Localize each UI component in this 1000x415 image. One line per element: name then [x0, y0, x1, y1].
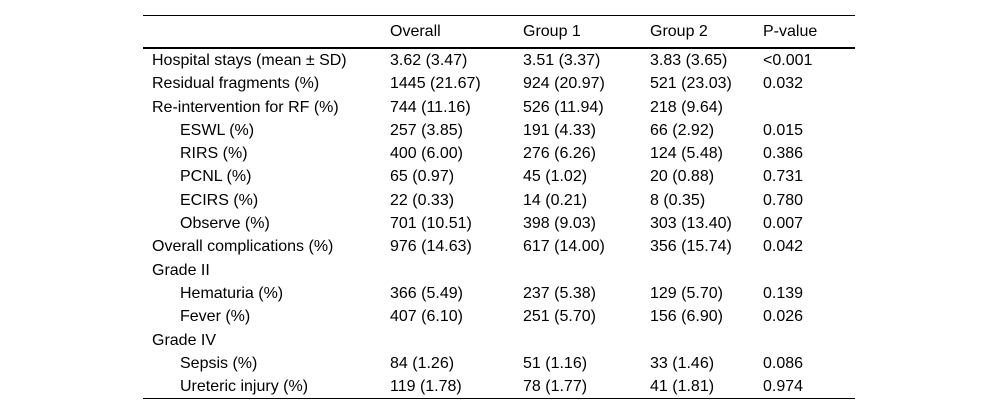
- table-row: Grade II: [143, 259, 855, 282]
- column-header-overall: Overall: [390, 15, 523, 49]
- row-label: Grade II: [152, 261, 210, 279]
- cell-group1: [523, 329, 650, 352]
- cell-overall: 1445 (21.67): [390, 75, 481, 93]
- outcomes-table: Overall Group 1 Group 2 P-value Hospital…: [143, 15, 855, 400]
- cell-group1: 45 (1.02): [523, 168, 588, 186]
- cell-overall: 22 (0.33): [390, 191, 455, 209]
- cell-group1: 3.51 (3.37): [523, 52, 601, 69]
- cell-group2: 129 (5.70): [650, 284, 723, 302]
- cell-pvalue: 0.026: [763, 308, 804, 326]
- cell-overall: 366 (5.49): [390, 284, 463, 302]
- table-row: Hematuria (%) 366 (5.49) 237 (5.38) 129 …: [143, 282, 855, 305]
- cell-group2: 356 (15.74): [650, 238, 732, 256]
- table-row: Re-intervention for RF (%) 744 (11.16) 5…: [143, 96, 855, 119]
- cell-overall: 3.62 (3.47): [390, 52, 468, 69]
- table-row: RIRS (%) 400 (6.00) 276 (6.26) 124 (5.48…: [143, 142, 855, 165]
- cell-overall: [390, 259, 523, 282]
- row-label: Re-intervention for RF (%): [152, 98, 339, 116]
- table-row: Ureteric injury (%) 119 (1.78) 78 (1.77)…: [143, 375, 855, 399]
- row-label: Hematuria (%): [180, 284, 284, 302]
- row-label: RIRS (%): [180, 145, 248, 163]
- cell-group1: 617 (14.00): [523, 238, 605, 256]
- column-header-group1: Group 1: [523, 15, 650, 49]
- cell-overall: 976 (14.63): [390, 238, 472, 256]
- row-label: ECIRS (%): [180, 191, 259, 209]
- row-label: Ureteric injury (%): [180, 378, 309, 396]
- table-body: Hospital stays (mean ± SD) 3.62 (3.47) 3…: [143, 48, 855, 399]
- row-label: Fever (%): [180, 308, 251, 326]
- cell-pvalue: 0.974: [763, 378, 804, 396]
- cell-group1: 924 (20.97): [523, 75, 605, 93]
- cell-group2: 521 (23.03): [650, 75, 732, 93]
- cell-pvalue: [763, 259, 855, 282]
- table-row: Sepsis (%) 84 (1.26) 51 (1.16) 33 (1.46)…: [143, 352, 855, 375]
- cell-pvalue: [763, 329, 855, 352]
- cell-pvalue: 0.139: [763, 284, 804, 302]
- cell-overall: 701 (10.51): [390, 215, 472, 233]
- cell-pvalue: <0.001: [763, 52, 813, 69]
- cell-pvalue: 0.042: [763, 238, 804, 256]
- cell-group2: 303 (13.40): [650, 215, 732, 233]
- cell-overall: 65 (0.97): [390, 168, 455, 186]
- cell-pvalue: [763, 96, 855, 119]
- cell-pvalue: 0.386: [763, 145, 804, 163]
- cell-group2: 20 (0.88): [650, 168, 715, 186]
- cell-group1: [523, 259, 650, 282]
- cell-group2: 3.83 (3.65): [650, 52, 728, 69]
- cell-group2: [650, 259, 763, 282]
- cell-group2: 124 (5.48): [650, 145, 723, 163]
- row-label: Grade IV: [152, 331, 217, 349]
- cell-overall: 119 (1.78): [390, 378, 462, 396]
- table-row: ECIRS (%) 22 (0.33) 14 (0.21) 8 (0.35) 0…: [143, 189, 855, 212]
- header-row: Overall Group 1 Group 2 P-value: [143, 15, 855, 49]
- cell-group1: 237 (5.38): [523, 284, 596, 302]
- cell-group1: 78 (1.77): [523, 378, 588, 396]
- row-label: Overall complications (%): [152, 238, 334, 256]
- cell-pvalue: 0.086: [763, 354, 804, 372]
- cell-group1: 398 (9.03): [523, 215, 596, 233]
- cell-group2: 218 (9.64): [650, 98, 723, 116]
- cell-overall: 407 (6.10): [390, 308, 463, 326]
- cell-pvalue: 0.731: [763, 168, 804, 186]
- column-header-pvalue: P-value: [763, 15, 855, 49]
- cell-group2: 66 (2.92): [650, 121, 715, 139]
- cell-group2: 8 (0.35): [650, 191, 706, 209]
- table-row: Residual fragments (%) 1445 (21.67) 924 …: [143, 72, 855, 95]
- cell-group1: 276 (6.26): [523, 145, 596, 163]
- row-label: Residual fragments (%): [152, 75, 320, 93]
- cell-overall: 84 (1.26): [390, 354, 455, 372]
- column-header-label: [143, 15, 390, 49]
- row-label: Sepsis (%): [180, 354, 258, 372]
- cell-group2: 33 (1.46): [650, 354, 715, 372]
- cell-overall: 400 (6.00): [390, 145, 463, 163]
- table-row: ESWL (%) 257 (3.85) 191 (4.33) 66 (2.92)…: [143, 119, 855, 142]
- table-row: Overall complications (%) 976 (14.63) 61…: [143, 235, 855, 258]
- table-row: PCNL (%) 65 (0.97) 45 (1.02) 20 (0.88) 0…: [143, 165, 855, 188]
- cell-pvalue: 0.007: [763, 215, 804, 233]
- table-row: Grade IV: [143, 329, 855, 352]
- cell-group1: 51 (1.16): [523, 354, 588, 372]
- cell-group1: 14 (0.21): [523, 191, 588, 209]
- table-row: Observe (%) 701 (10.51) 398 (9.03) 303 (…: [143, 212, 855, 235]
- column-header-group2: Group 2: [650, 15, 763, 49]
- cell-group1: 251 (5.70): [523, 308, 596, 326]
- row-label: PCNL (%): [180, 168, 252, 186]
- cell-group2: 41 (1.81): [650, 378, 715, 396]
- row-label: Hospital stays (mean ± SD): [152, 52, 347, 69]
- cell-overall: 744 (11.16): [390, 98, 471, 116]
- cell-group2: [650, 329, 763, 352]
- cell-overall: [390, 329, 523, 352]
- cell-overall: 257 (3.85): [390, 121, 463, 139]
- cell-pvalue: 0.780: [763, 191, 804, 209]
- table-row: Hospital stays (mean ± SD) 3.62 (3.47) 3…: [143, 48, 855, 72]
- table-row: Fever (%) 407 (6.10) 251 (5.70) 156 (6.9…: [143, 305, 855, 328]
- cell-group2: 156 (6.90): [650, 308, 723, 326]
- cell-group1: 526 (11.94): [523, 98, 604, 116]
- row-label: ESWL (%): [180, 121, 255, 139]
- row-label: Observe (%): [180, 215, 270, 233]
- cell-pvalue: 0.015: [763, 121, 804, 139]
- cell-pvalue: 0.032: [763, 75, 804, 93]
- cell-group1: 191 (4.33): [523, 121, 596, 139]
